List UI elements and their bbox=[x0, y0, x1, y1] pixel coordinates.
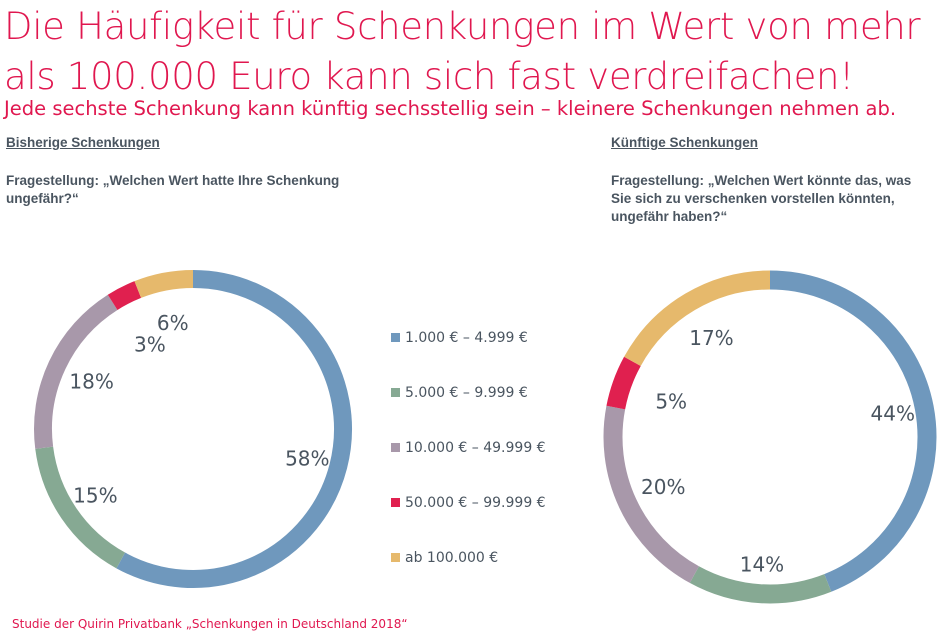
data-label: 58% bbox=[285, 446, 329, 470]
right-heading: Künftige Schenkungen bbox=[611, 135, 759, 150]
data-label: 18% bbox=[69, 369, 113, 393]
page-title: Die Häufigkeit für Schenkungen im Wert v… bbox=[4, 5, 921, 98]
legend-label: 1.000 € – 4.999 € bbox=[405, 329, 528, 346]
data-label: 14% bbox=[740, 553, 784, 577]
page-subtitle: Jede sechste Schenkung kann künftig sech… bbox=[4, 97, 897, 120]
donut-segment bbox=[603, 405, 700, 583]
donut-segment bbox=[689, 566, 832, 604]
right-question: Fragestellung: „Welchen Wert könnte das,… bbox=[611, 173, 912, 224]
legend-item: 50.000 € – 99.999 € bbox=[391, 489, 546, 544]
legend-swatch bbox=[391, 443, 400, 452]
left-question: Fragestellung: „Welchen Wert hatte Ihre … bbox=[6, 173, 340, 206]
legend-swatch bbox=[391, 388, 400, 397]
legend-label: 50.000 € – 99.999 € bbox=[405, 494, 546, 511]
legend-item: 10.000 € – 49.999 € bbox=[391, 434, 546, 489]
legend-item: ab 100.000 € bbox=[391, 544, 546, 599]
legend-item: 1.000 € – 4.999 € bbox=[391, 324, 546, 379]
data-label: 3% bbox=[134, 332, 166, 356]
legend-label: ab 100.000 € bbox=[405, 549, 499, 566]
legend-swatch bbox=[391, 553, 400, 562]
donut-segment bbox=[35, 446, 126, 569]
donut-segment bbox=[134, 270, 194, 298]
legend-swatch bbox=[391, 333, 400, 342]
legend-item: 5.000 € – 9.999 € bbox=[391, 379, 546, 434]
data-label: 20% bbox=[641, 475, 685, 499]
donut-segment bbox=[34, 294, 118, 449]
legend-swatch bbox=[391, 498, 400, 507]
data-label: 15% bbox=[73, 483, 117, 507]
donut-segment bbox=[769, 270, 937, 592]
donut-segment bbox=[116, 270, 352, 588]
source-footer: Studie der Quirin Privatbank „Schenkunge… bbox=[12, 617, 408, 631]
data-label: 44% bbox=[871, 402, 915, 426]
data-label: 17% bbox=[689, 326, 733, 350]
data-label: 6% bbox=[157, 311, 189, 335]
legend-label: 10.000 € – 49.999 € bbox=[405, 439, 546, 456]
legend-label: 5.000 € – 9.999 € bbox=[405, 384, 528, 401]
left-heading: Bisherige Schenkungen bbox=[6, 135, 160, 150]
data-label: 5% bbox=[655, 389, 687, 413]
donut-segment bbox=[107, 281, 142, 311]
donut-segment bbox=[624, 270, 771, 367]
donut-segment bbox=[606, 356, 641, 410]
legend: 1.000 € – 4.999 € 5.000 € – 9.999 € 10.0… bbox=[391, 324, 546, 599]
